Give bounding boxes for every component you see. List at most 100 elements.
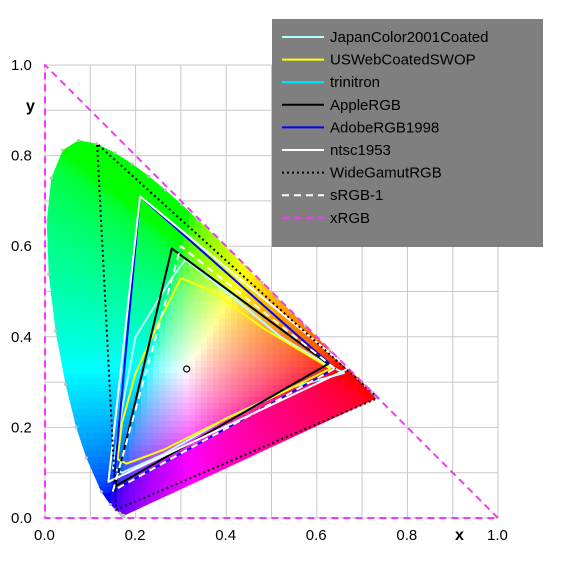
chromaticity-color-tile — [231, 426, 238, 434]
chromaticity-color-tile — [129, 390, 136, 398]
chromaticity-color-tile — [69, 510, 76, 516]
chromaticity-color-tile — [75, 510, 82, 516]
chromaticity-color-tile — [87, 162, 94, 170]
chromaticity-color-tile — [57, 186, 64, 194]
chromaticity-color-tile — [51, 498, 58, 506]
chromaticity-color-tile — [129, 492, 136, 500]
chromaticity-color-tile — [381, 433, 388, 440]
chromaticity-color-tile — [267, 342, 274, 350]
chromaticity-color-tile — [75, 140, 82, 146]
chromaticity-color-tile — [279, 504, 286, 512]
chromaticity-color-tile — [117, 174, 124, 182]
chromaticity-color-tile — [117, 336, 124, 344]
chromaticity-color-tile — [207, 150, 214, 158]
chromaticity-color-tile — [81, 360, 88, 368]
chromaticity-color-tile — [165, 312, 172, 320]
chromaticity-color-tile — [105, 282, 112, 290]
chromaticity-color-tile — [177, 180, 184, 188]
chromaticity-color-tile — [321, 342, 328, 350]
chromaticity-color-tile — [93, 174, 100, 182]
chromaticity-color-tile — [213, 210, 220, 218]
chromaticity-color-tile — [309, 264, 316, 272]
chromaticity-color-tile — [51, 228, 58, 236]
chromaticity-color-tile — [285, 492, 292, 500]
chromaticity-color-tile — [351, 432, 358, 440]
chromaticity-color-tile — [297, 360, 304, 368]
chromaticity-color-tile — [303, 444, 310, 452]
chromaticity-color-tile — [213, 402, 220, 410]
spectral-locus-point — [84, 456, 88, 460]
chromaticity-color-tile — [147, 480, 154, 488]
chromaticity-color-tile — [291, 492, 298, 500]
chromaticity-color-tile — [117, 396, 124, 404]
chromaticity-color-tile — [327, 264, 334, 272]
chromaticity-color-tile — [87, 408, 94, 416]
chromaticity-color-tile — [141, 252, 148, 260]
chromaticity-color-tile — [261, 168, 268, 176]
chromaticity-color-tile — [297, 336, 304, 344]
chromaticity-color-tile — [75, 324, 82, 332]
chromaticity-color-tile — [183, 156, 190, 164]
chromaticity-color-tile — [195, 228, 202, 236]
chromaticity-color-tile — [285, 366, 292, 374]
chromaticity-color-tile — [375, 258, 378, 266]
chromaticity-color-tile — [63, 150, 70, 158]
chromaticity-color-tile — [357, 336, 364, 344]
chromaticity-color-tile — [255, 492, 262, 500]
chromaticity-color-tile — [333, 276, 340, 284]
spectral-locus-point — [49, 176, 53, 180]
chromaticity-color-tile — [303, 294, 310, 302]
chromaticity-color-tile — [291, 480, 298, 488]
chromaticity-color-tile — [279, 246, 286, 254]
chromaticity-color-tile — [46, 210, 52, 218]
chromaticity-color-tile — [81, 246, 88, 254]
chromaticity-color-tile — [357, 384, 364, 392]
chromaticity-color-tile — [183, 312, 190, 320]
chromaticity-color-tile — [345, 264, 352, 272]
chromaticity-color-tile — [171, 252, 178, 260]
chromaticity-color-tile — [357, 348, 364, 356]
chromaticity-color-tile — [111, 270, 118, 278]
chromaticity-color-tile — [249, 480, 256, 488]
chromaticity-color-tile — [231, 174, 238, 182]
chromaticity-color-tile — [153, 486, 160, 494]
chromaticity-color-tile — [333, 264, 340, 272]
chromaticity-color-tile — [87, 264, 94, 272]
chromaticity-color-tile — [57, 140, 64, 146]
chromaticity-color-tile — [375, 474, 378, 482]
chromaticity-color-tile — [321, 450, 328, 458]
chromaticity-color-tile — [153, 240, 160, 248]
chromaticity-color-tile — [303, 504, 310, 512]
chromaticity-color-tile — [201, 168, 208, 176]
chromaticity-color-tile — [351, 336, 358, 344]
chromaticity-color-tile — [225, 396, 232, 404]
chromaticity-color-tile — [327, 486, 334, 494]
chromaticity-color-tile — [81, 426, 88, 434]
chromaticity-color-tile — [279, 402, 286, 410]
chromaticity-color-tile — [261, 366, 268, 374]
chromaticity-color-tile — [291, 288, 298, 296]
chromaticity-color-tile — [105, 432, 112, 440]
chromaticity-color-tile — [333, 504, 340, 512]
chromaticity-color-tile — [159, 384, 166, 392]
chromaticity-color-tile — [285, 252, 292, 260]
chromaticity-color-tile — [363, 444, 370, 452]
chromaticity-color-tile — [46, 258, 52, 266]
chromaticity-color-tile — [51, 133, 58, 140]
chromaticity-color-tile — [309, 390, 316, 398]
chromaticity-color-tile — [171, 378, 178, 386]
chromaticity-color-tile — [99, 234, 106, 242]
chromaticity-color-tile — [333, 480, 340, 488]
chromaticity-color-tile — [237, 198, 244, 206]
chromaticity-color-tile — [237, 140, 244, 146]
chromaticity-color-tile — [321, 498, 328, 506]
chromaticity-color-tile — [135, 312, 142, 320]
chromaticity-color-tile — [147, 133, 154, 140]
chromaticity-color-tile — [261, 504, 268, 512]
chromaticity-color-tile — [213, 252, 220, 260]
chromaticity-color-tile — [351, 462, 358, 470]
chromaticity-color-tile — [117, 234, 124, 242]
chromaticity-color-tile — [321, 378, 328, 386]
chromaticity-color-tile — [129, 312, 136, 320]
chromaticity-color-tile — [69, 498, 76, 506]
